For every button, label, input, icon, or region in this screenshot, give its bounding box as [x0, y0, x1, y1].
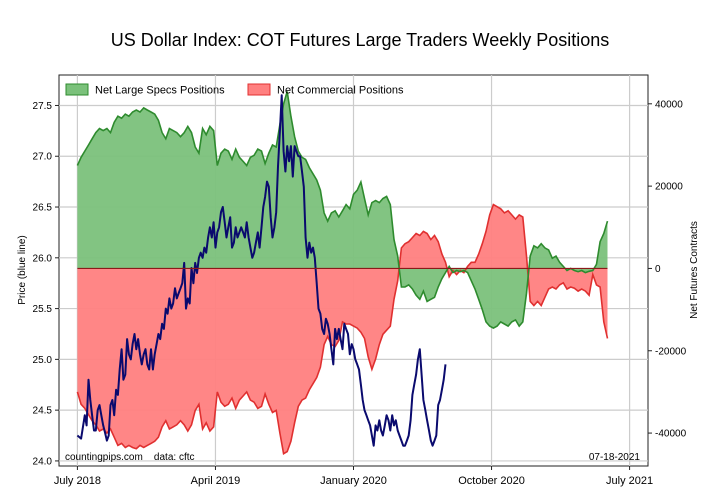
x-tick-label: January 2020 — [320, 475, 387, 487]
y-left-tick-label: 25.0 — [33, 355, 53, 366]
legend-swatch-commercial — [247, 83, 271, 96]
source-note: countingpips.com data: cftc — [65, 452, 195, 463]
legend-label-commercial: Net Commercial Positions — [277, 85, 404, 97]
y-left-tick-label: 27.0 — [33, 152, 53, 163]
line-series — [76, 91, 609, 455]
y-axis-right: -40000 -20000 0 20000 40000 — [648, 99, 687, 440]
y-left-tick-label: 25.5 — [33, 304, 53, 315]
y-right-tick-label: 20000 — [655, 182, 683, 193]
x-tick-label: October 2020 — [458, 475, 525, 487]
y-axis-right-label: Net Futures Contracts — [689, 221, 700, 319]
y-left-tick-label: 26.0 — [33, 253, 53, 264]
x-axis: July 2018 April 2019 January 2020 October 2… — [54, 466, 653, 487]
y-axis-left: 24.0 24.5 25.0 25.5 26.0 26.5 27.0 27.5 — [33, 101, 59, 467]
y-left-tick-label: 27.5 — [33, 101, 53, 112]
y-left-tick-label: 24.0 — [33, 456, 53, 467]
legend-label-specs: Net Large Specs Positions — [95, 85, 225, 97]
y-left-tick-label: 24.5 — [33, 406, 53, 417]
specs-line — [76, 91, 609, 330]
commercial-area — [77, 204, 608, 454]
x-tick-label: April 2019 — [191, 475, 241, 487]
legend-swatch-specs — [65, 83, 89, 96]
x-tick-label: July 2021 — [606, 475, 653, 487]
commercial-line — [76, 203, 609, 455]
x-tick-label: July 2018 — [54, 475, 101, 487]
y-axis-left-label: Price (blue line) — [17, 235, 28, 304]
date-stamp: 07-18-2021 — [589, 452, 641, 463]
legend: Net Large Specs Positions Net Commercial… — [65, 83, 404, 97]
chart-title: US Dollar Index: COT Futures Large Trade… — [110, 30, 610, 50]
y-right-tick-label: 40000 — [655, 99, 683, 110]
y-right-tick-label: 0 — [655, 264, 661, 275]
y-right-tick-label: -40000 — [655, 429, 687, 440]
y-right-tick-label: -20000 — [655, 346, 687, 357]
y-left-tick-label: 26.5 — [33, 203, 53, 214]
price-line — [76, 94, 447, 447]
